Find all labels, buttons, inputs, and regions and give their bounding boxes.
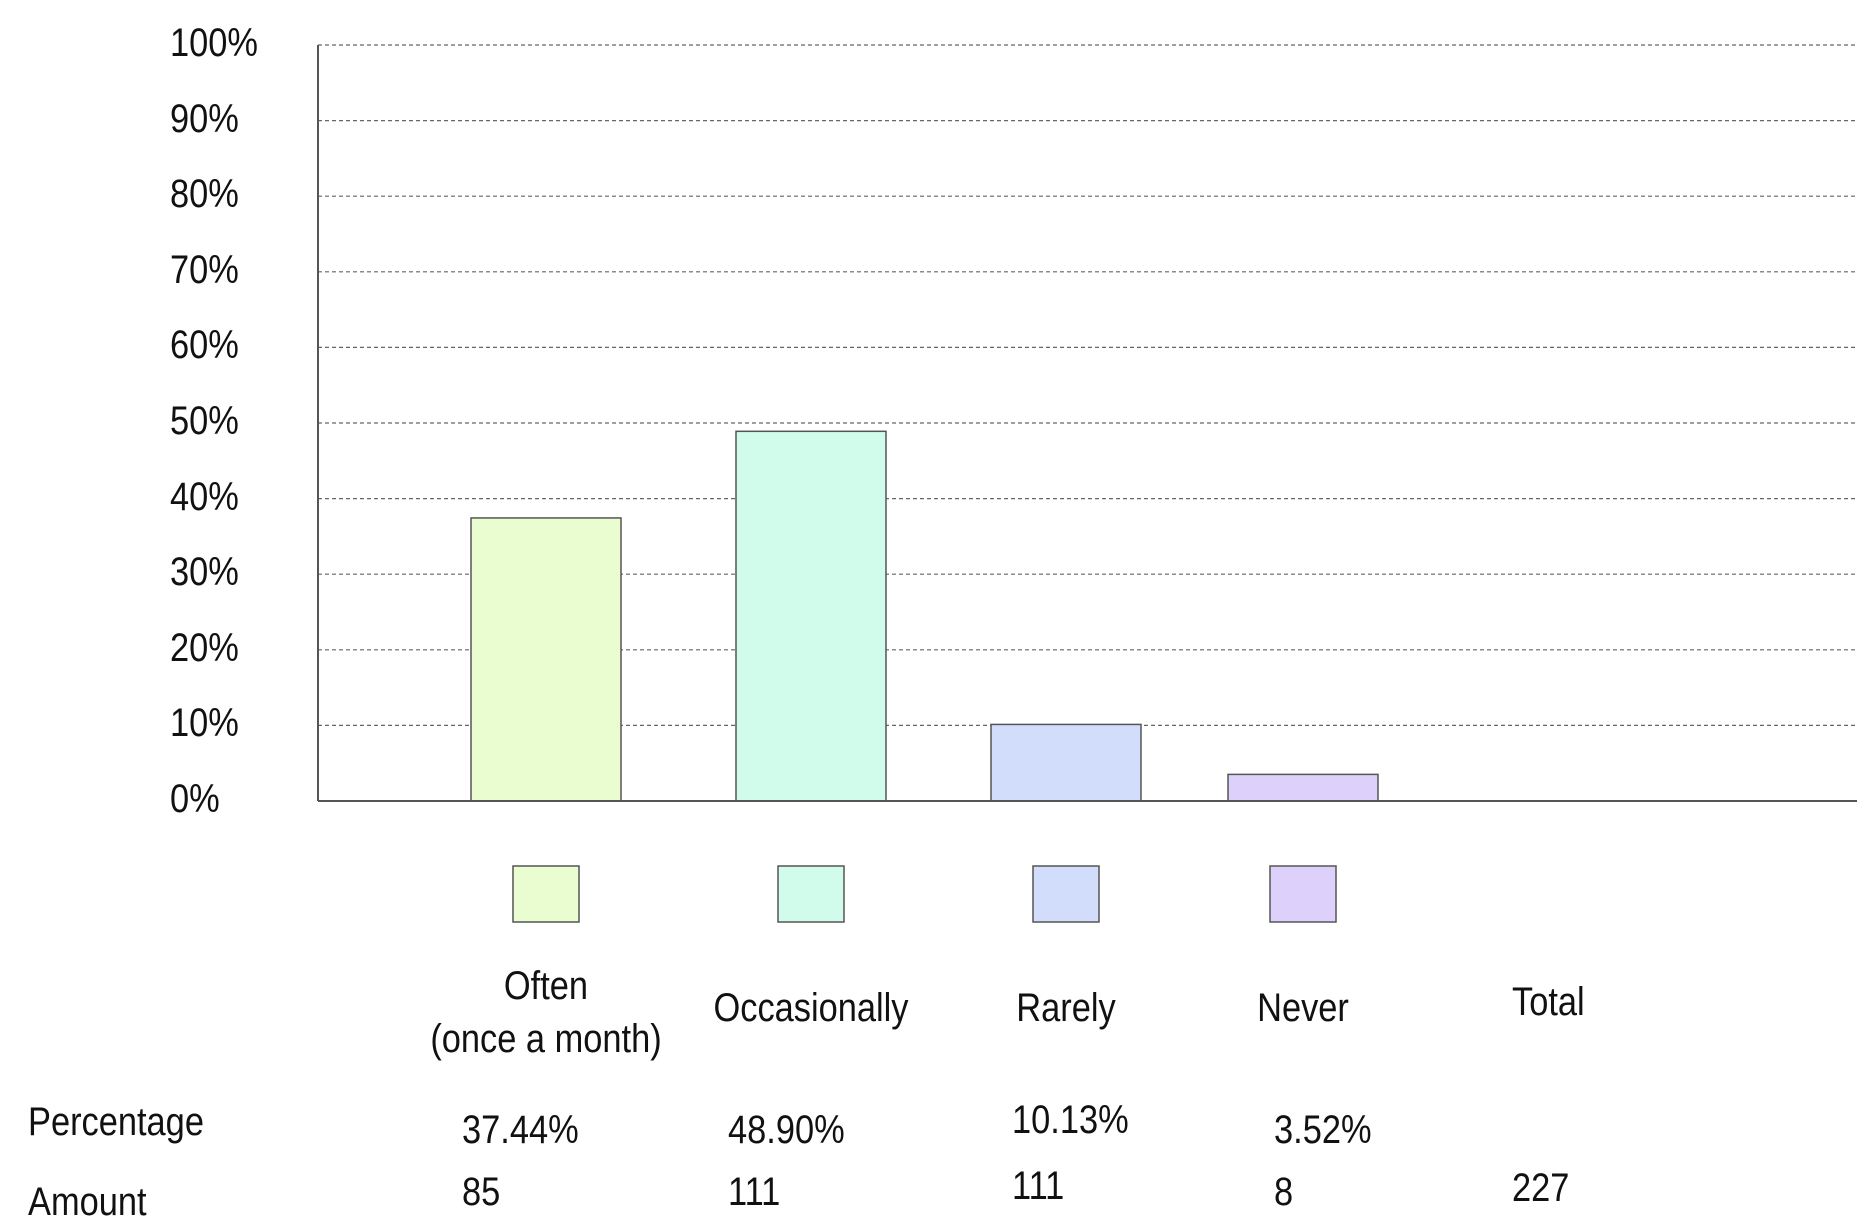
legend-swatch — [1269, 865, 1337, 923]
y-tick-label: 30% — [170, 550, 239, 595]
y-tick-label: 0% — [170, 777, 220, 821]
category-label: Never — [1165, 982, 1440, 1035]
bar — [990, 723, 1142, 802]
category-label-line: Occasionally — [713, 986, 909, 1030]
amount-row-label: Amount — [28, 1180, 147, 1224]
amount-value: 111 — [728, 1170, 781, 1214]
legend-swatch — [777, 865, 845, 923]
legend-swatches — [512, 865, 1337, 923]
y-tick-label: 90% — [170, 96, 239, 141]
category-label-line: Rarely — [1016, 986, 1116, 1030]
percentage-value: 48.90% — [728, 1108, 845, 1152]
category-label-line: Never — [1257, 986, 1349, 1030]
bars — [470, 430, 1379, 802]
category-label-line: (once a month) — [430, 1016, 662, 1061]
category-label: Rarely — [928, 982, 1203, 1035]
legend-swatch — [1032, 865, 1100, 923]
y-tick-label: 70% — [170, 247, 239, 292]
category-label: Occasionally — [673, 982, 948, 1035]
category-label: Often (once a month) — [408, 960, 683, 1066]
percentage-row-label: Percentage — [28, 1100, 204, 1144]
amount-value: 85 — [462, 1170, 501, 1214]
gridlines — [318, 44, 1857, 727]
y-tick-label: 40% — [170, 474, 239, 519]
amount-value: 8 — [1274, 1170, 1294, 1214]
total-label: Total — [1512, 980, 1585, 1024]
percentage-value: 3.52% — [1274, 1108, 1372, 1152]
y-tick-label: 10% — [170, 701, 239, 746]
legend-swatch — [512, 865, 580, 923]
bar — [1227, 773, 1379, 802]
y-tick-label: 100% — [170, 21, 258, 65]
amount-value: 111 — [1012, 1164, 1065, 1208]
y-tick-label: 60% — [170, 323, 239, 368]
total-amount-value: 227 — [1512, 1166, 1570, 1210]
category-label-line: Often — [503, 964, 589, 1008]
y-tick-label: 50% — [170, 399, 239, 443]
percentage-value: 37.44% — [462, 1108, 579, 1152]
bar — [470, 517, 622, 802]
percentage-value: 10.13% — [1012, 1098, 1129, 1142]
y-tick-label: 20% — [170, 625, 239, 670]
y-tick-label: 80% — [170, 172, 239, 217]
bar — [735, 430, 887, 802]
